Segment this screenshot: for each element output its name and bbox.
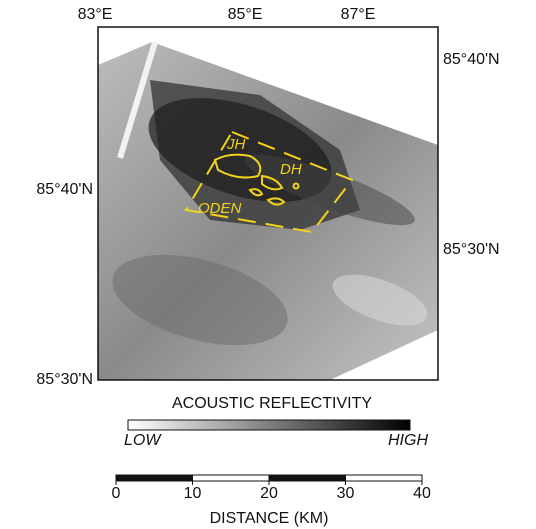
map-label: ODEN (198, 200, 242, 217)
scale-tick-label: 40 (413, 485, 431, 502)
map-label: DH (280, 161, 302, 178)
scale-tick-label: 0 (112, 485, 121, 502)
scale-segment (346, 475, 423, 481)
scale-tick-label: 20 (260, 485, 278, 502)
scale-tick-label: 30 (337, 485, 355, 502)
legend-high: HIGH (388, 432, 428, 449)
scale-segment (269, 475, 346, 481)
latitude-label: 85°40'N (36, 181, 93, 198)
legend-title: ACOUSTIC REFLECTIVITY (172, 395, 372, 412)
map-label: JH (226, 136, 246, 153)
reflectivity-scale (128, 420, 410, 430)
map-figure: JH DH ODEN 83°E 85°E 87°E 85°40'N 85°30'… (0, 0, 536, 529)
latitude-label: 85°40'N (443, 51, 500, 68)
sonar-swath (98, 42, 438, 380)
scale-tick-label: 10 (184, 485, 202, 502)
legend-low: LOW (124, 432, 162, 449)
longitude-label: 85°E (228, 6, 263, 23)
scale-segment (116, 475, 193, 481)
latitude-label: 85°30'N (443, 241, 500, 258)
scale-bar: 0 10 20 30 40 (112, 475, 431, 502)
longitude-label: 87°E (341, 6, 376, 23)
page: {"top_labels": ["83°E", "85°E", "87°E"],… (0, 0, 536, 529)
scale-segment (193, 475, 270, 481)
latitude-label: 85°30'N (36, 371, 93, 388)
longitude-label: 83°E (78, 6, 113, 23)
scale-label: DISTANCE (KM) (210, 510, 329, 527)
